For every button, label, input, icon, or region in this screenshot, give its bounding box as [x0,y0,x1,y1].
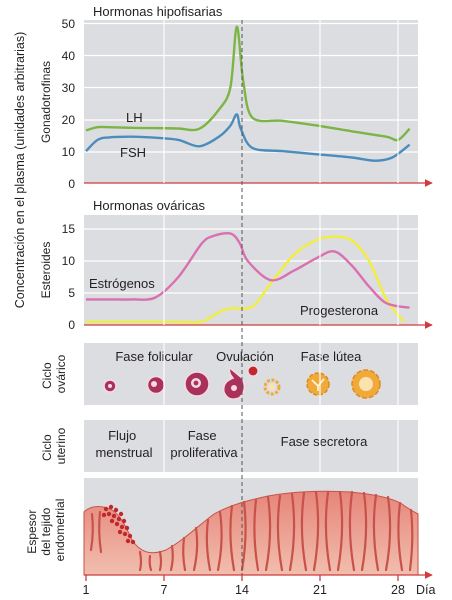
estrogen-label: Estrógenos [89,276,155,291]
menstrual-flow-label-line: Flujo [108,428,136,443]
lh-label: LH [126,110,143,125]
pituitary-title: Hormonas hipofisarias [93,4,223,19]
endometrial-glands [89,490,414,572]
fsh-line [85,113,411,162]
day-axis-label: Día [416,583,436,597]
ovarian-tick-label: 5 [68,286,75,300]
uterine-cycle-label: Ciclo uterino [40,427,68,464]
menstrual-blood-dots [101,504,136,545]
pituitary-axis-label: Gonadotrofinas [39,61,53,143]
day-tick-label: 7 [161,583,168,597]
endometrium-label-line: endometrial [53,499,67,562]
fsh-label: FSH [120,145,146,160]
secondary-follicle-icon [146,375,166,395]
corpus-hemorrhagicum-icon [263,378,281,396]
progesterone-label: Progesterona [300,303,379,318]
ovarian-tick-label: 10 [62,254,76,268]
mature-follicle-icon [184,371,210,397]
pituitary-tick-label: 20 [62,113,76,127]
ovarian-cycle-label-line: Ciclo [40,362,54,389]
proliferative-phase-label: Fase proliferativa [170,428,238,460]
ovarian-cycle-label: Ciclo ovárico [40,354,68,393]
estrogen-line [85,232,410,309]
ovulation-label: Ovulación [216,349,274,364]
pituitary-tick-label: 50 [62,17,76,31]
day-tick-label: 21 [313,583,327,597]
proliferative-phase-label-line: Fase [188,428,217,443]
pituitary-tick-label: 40 [62,49,76,63]
luteal-phase-label: Fase lútea [301,349,362,364]
menstrual-flow-label-line: menstrual [95,445,152,460]
pituitary-tick-label: 10 [62,145,76,159]
corpus-luteum-mature-icon [351,369,381,399]
ovarian-axis-label: Esteroides [39,242,53,299]
lh-line [85,25,411,142]
uterine-cycle-label-line: Ciclo [40,434,54,461]
progesterone-line [86,235,405,324]
endometrium-label-line: Espesor [25,510,39,554]
pituitary-panel: Hormonas hipofisarias LH FSH 50 40 30 20… [39,4,433,191]
pituitary-tick-label: 30 [62,81,76,95]
day-tick-label: 28 [391,583,405,597]
ovarian-cycle-label-line: ovárico [54,354,68,393]
endometrium-panel: Espesor del tejido endometrial [25,478,433,579]
endometrium-label-line: del tejido [39,507,53,555]
primary-follicle-icon [103,379,117,393]
uterine-cycle-bg [84,420,418,472]
uterine-cycle-panel: Ciclo uterino Flujo menstrual Fase proli… [40,420,418,472]
ovarian-panel: Hormonas ováricas Estrógenos Progesteron… [39,198,433,332]
ruptured-follicle-icon [222,366,246,400]
ovarian-cycle-panel: Ciclo ovárico Fase folicular Ovulación F… [40,343,418,405]
ovarian-tick-label: 15 [62,222,76,236]
proliferative-phase-label-line: proliferativa [170,445,238,460]
pituitary-panel-bg [84,20,418,183]
day-axis: 1 7 14 21 28 Día [83,575,436,597]
corpus-luteum-icon [306,372,330,396]
ovarian-title: Hormonas ováricas [93,198,205,213]
plasma-concentration-label: Concentración en el plasma (unidades arb… [13,32,27,309]
ovarian-tick-label: 0 [68,318,75,332]
day-tick-label: 1 [83,583,90,597]
endometrium-label: Espesor del tejido endometrial [25,499,67,562]
follicular-phase-label: Fase folicular [115,349,193,364]
menstrual-flow-label: Flujo menstrual [95,428,152,460]
ovum-icon [247,365,259,377]
pituitary-tick-label: 0 [68,177,75,191]
day-tick-label: 14 [235,583,249,597]
secretory-phase-label: Fase secretora [281,434,368,449]
uterine-cycle-label-line: uterino [54,427,68,464]
day-gridlines [163,20,399,472]
